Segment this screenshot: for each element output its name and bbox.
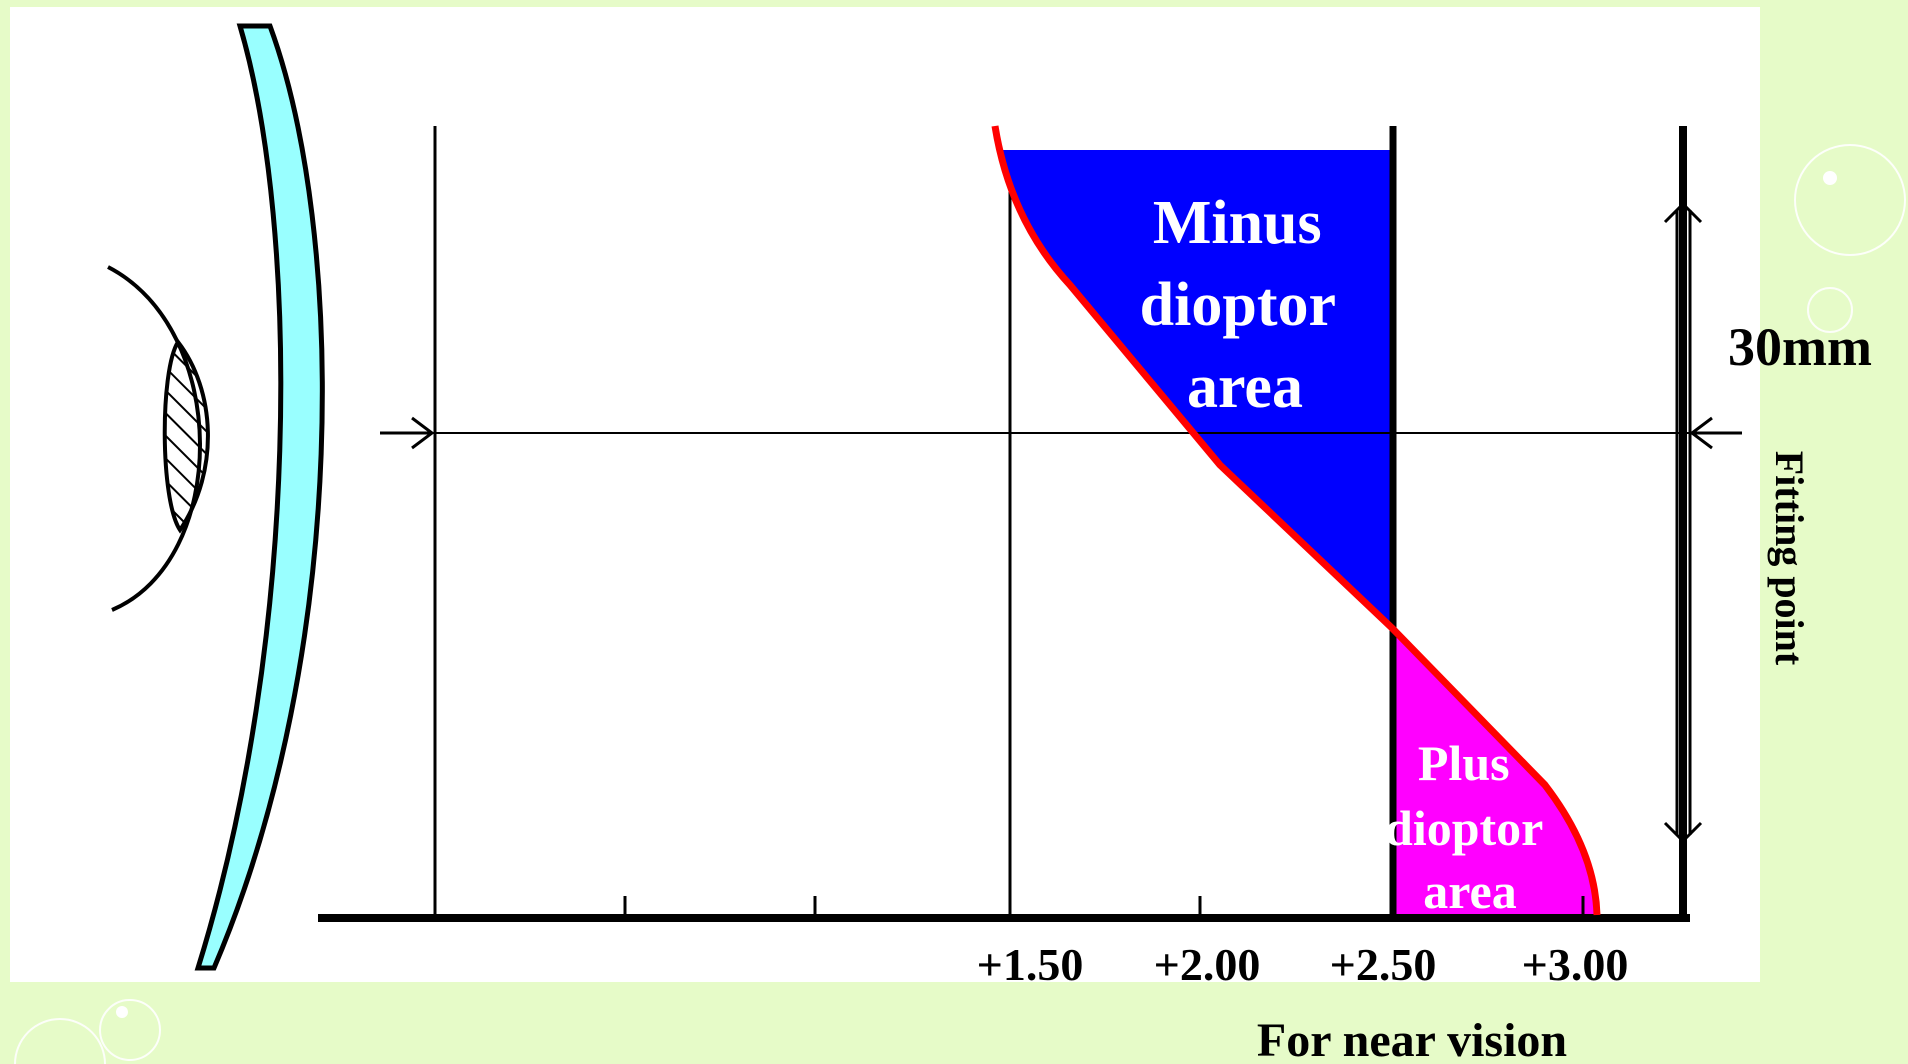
left-arrow-head (411, 416, 435, 450)
minus-label-line: Minus (1153, 189, 1322, 257)
bubble-dot-decoration (116, 1006, 128, 1018)
tick-labels: +1.50 +2.00 +2.50 +3.00 (977, 939, 1629, 990)
fitting-point-label: Fitting point (1767, 451, 1812, 666)
power-curve (991, 125, 1601, 916)
bubble-decoration (1807, 287, 1853, 333)
background-bubbles (14, 144, 1906, 1064)
dimension-arrow (1663, 201, 1703, 844)
tick-label: +3.00 (1522, 939, 1629, 990)
plus-label-line: area (1423, 863, 1516, 919)
bubble-decoration (99, 999, 161, 1061)
plus-label-line: dioptor (1385, 800, 1543, 856)
grid-lines (318, 126, 1690, 922)
dimension-label: 30mm (1728, 317, 1872, 377)
bubble-decoration (14, 1018, 106, 1064)
dimension-arrow-top (1663, 201, 1703, 224)
right-arrow-head (1689, 416, 1713, 450)
dimension-arrow-bottom (1663, 821, 1703, 844)
bubble-dot-decoration (1823, 171, 1837, 185)
minus-label-line: area (1187, 353, 1303, 421)
fitting-point-arrows (380, 416, 1742, 450)
tick-label: +1.50 (977, 939, 1084, 990)
minus-label-line: dioptor (1140, 271, 1336, 339)
tick-label: +2.00 (1154, 939, 1261, 990)
plus-dioptor-area (1392, 628, 1597, 915)
crystalline-lens (162, 338, 210, 534)
minus-area-label: Minus dioptor area (1140, 189, 1351, 421)
minus-dioptor-area (1002, 150, 1392, 628)
plus-label-line: Plus (1418, 735, 1510, 791)
bubble-decoration (1794, 144, 1906, 256)
plus-area-label: Plus dioptor area (1385, 735, 1555, 919)
tick-label: +2.50 (1330, 939, 1437, 990)
spectacle-lens (194, 23, 325, 971)
axis-caption: For near vision (1257, 1014, 1567, 1064)
